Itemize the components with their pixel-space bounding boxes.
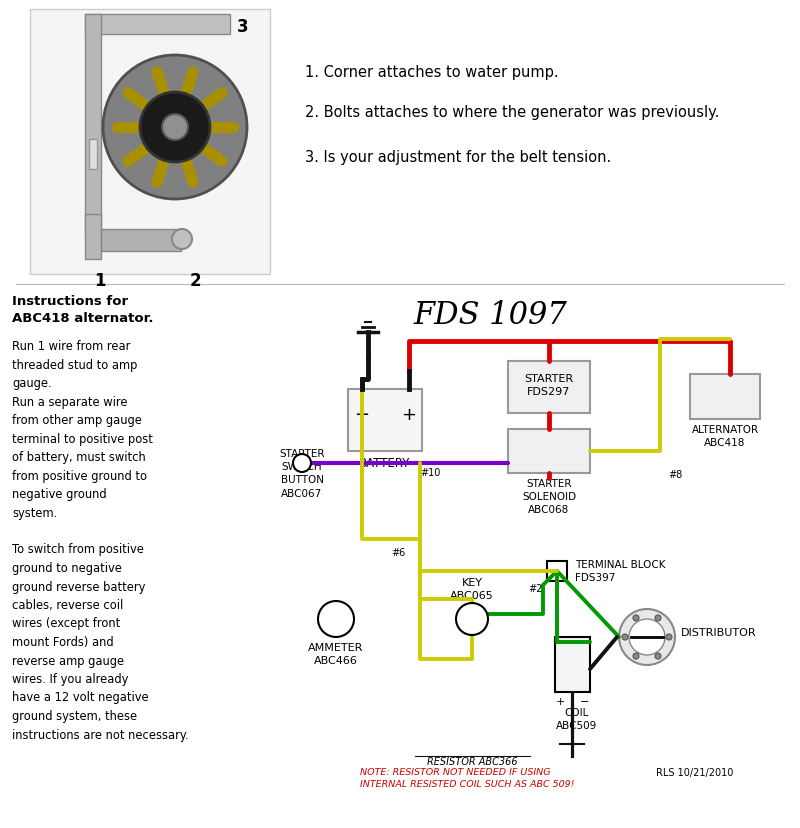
Text: STARTER
SOLENOID
ABC068: STARTER SOLENOID ABC068 <box>522 479 576 515</box>
Text: #8: #8 <box>668 469 682 479</box>
Text: AMMETER
ABC466: AMMETER ABC466 <box>308 643 364 666</box>
Circle shape <box>172 229 192 250</box>
Text: NOTE: RESISTOR NOT NEEDED IF USING
INTERNAL RESISTED COIL SUCH AS ABC 509!: NOTE: RESISTOR NOT NEEDED IF USING INTER… <box>360 767 574 788</box>
Text: 1. Corner attaches to water pump.: 1. Corner attaches to water pump. <box>305 65 558 80</box>
Circle shape <box>140 93 210 163</box>
Circle shape <box>655 653 661 659</box>
Circle shape <box>629 619 665 655</box>
Text: Instructions for
ABC418 alternator.: Instructions for ABC418 alternator. <box>12 295 154 324</box>
Bar <box>85 214 101 260</box>
Circle shape <box>633 653 639 659</box>
Text: COIL
ABC509: COIL ABC509 <box>556 707 598 730</box>
Bar <box>89 140 97 170</box>
Text: #2: #2 <box>528 583 542 594</box>
Circle shape <box>622 634 628 640</box>
FancyBboxPatch shape <box>508 362 590 413</box>
Text: 2. Bolts attaches to where the generator was previously.: 2. Bolts attaches to where the generator… <box>305 105 719 120</box>
Text: DISTRIBUTOR: DISTRIBUTOR <box>681 628 757 638</box>
FancyBboxPatch shape <box>690 374 760 420</box>
Text: RESISTOR ABC366: RESISTOR ABC366 <box>426 756 518 766</box>
Text: FDS 1097: FDS 1097 <box>413 300 567 330</box>
Text: #6: #6 <box>391 547 405 557</box>
Text: 2: 2 <box>189 272 201 290</box>
FancyBboxPatch shape <box>348 389 422 451</box>
Text: +: + <box>555 696 565 706</box>
Text: TERMINAL BLOCK
FDS397: TERMINAL BLOCK FDS397 <box>575 560 666 582</box>
Text: 3: 3 <box>237 18 249 36</box>
Circle shape <box>293 455 311 473</box>
Circle shape <box>619 609 675 665</box>
FancyBboxPatch shape <box>555 638 590 692</box>
Text: KEY
ABC065: KEY ABC065 <box>450 577 494 600</box>
Circle shape <box>103 56 247 200</box>
Text: −: − <box>354 406 370 423</box>
Circle shape <box>162 115 188 141</box>
Text: Run 1 wire from rear
threaded stud to amp
gauge.
Run a separate wire
from other : Run 1 wire from rear threaded stud to am… <box>12 339 189 740</box>
Text: 1: 1 <box>94 272 106 290</box>
Text: −: − <box>580 696 590 706</box>
Text: STARTER
FDS297: STARTER FDS297 <box>525 373 574 397</box>
Text: BATTERY: BATTERY <box>359 456 410 469</box>
FancyBboxPatch shape <box>508 430 590 474</box>
FancyBboxPatch shape <box>30 10 270 275</box>
Text: ALTERNATOR
ABC418: ALTERNATOR ABC418 <box>691 425 758 448</box>
Circle shape <box>655 615 661 621</box>
Bar <box>101 229 181 252</box>
Circle shape <box>318 601 354 638</box>
Bar <box>85 15 230 35</box>
Circle shape <box>666 634 672 640</box>
Text: 3. Is your adjustment for the belt tension.: 3. Is your adjustment for the belt tensi… <box>305 150 611 165</box>
Text: STARTER
SWITCH
BUTTON
ABC067: STARTER SWITCH BUTTON ABC067 <box>279 449 325 498</box>
Bar <box>85 15 101 234</box>
Text: RLS 10/21/2010: RLS 10/21/2010 <box>656 767 734 777</box>
Circle shape <box>456 604 488 635</box>
Text: +: + <box>402 406 417 423</box>
Circle shape <box>633 615 639 621</box>
Text: #10: #10 <box>420 468 440 478</box>
